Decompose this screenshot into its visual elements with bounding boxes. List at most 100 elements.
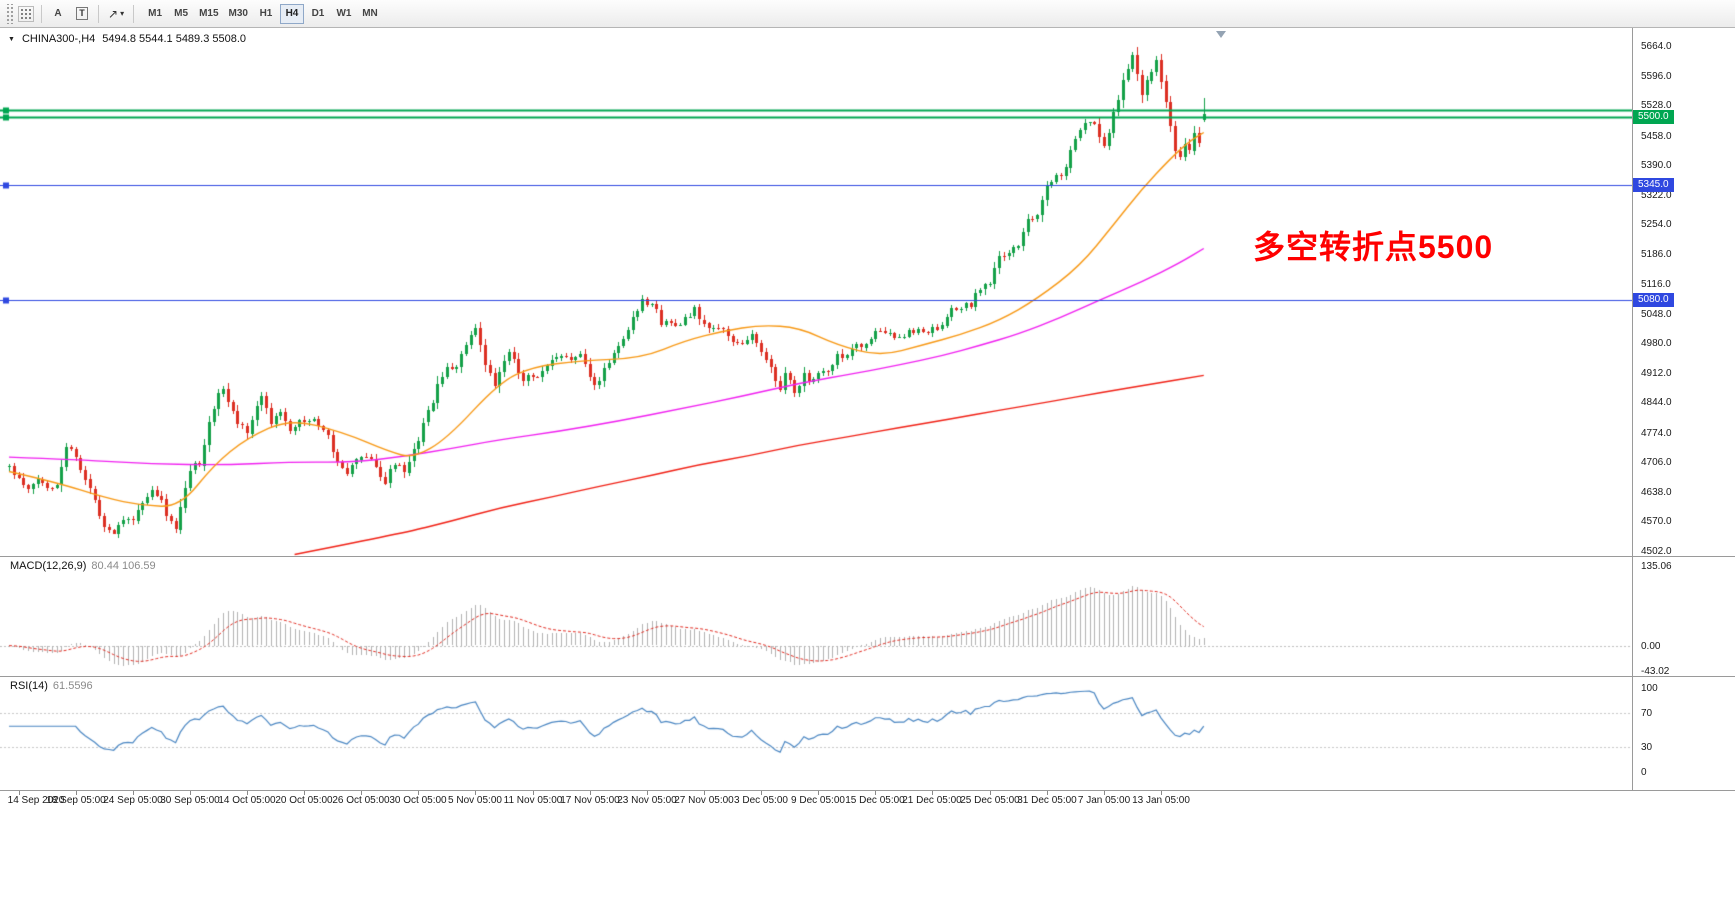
- price-axis-label: 4912.0: [1641, 368, 1672, 379]
- toolbar-separator: [98, 4, 99, 23]
- time-axis-tick: [1047, 791, 1048, 795]
- price-axis-label: 5186.0: [1641, 249, 1672, 260]
- rsi-axis-label: 70: [1641, 708, 1653, 719]
- time-axis-tick: [533, 791, 534, 795]
- time-axis-label: 30 Oct 05:00: [389, 795, 447, 806]
- rsi-panel-canvas[interactable]: [0, 677, 1632, 790]
- time-axis-tick: [247, 791, 248, 795]
- time-axis-label: 18 Sep 05:00: [46, 795, 106, 806]
- price-axis-label: 4502.0: [1641, 546, 1672, 557]
- time-axis-tick: [1161, 791, 1162, 795]
- time-axis-label: 21 Dec 05:00: [902, 795, 962, 806]
- price-axis-label: 5664.0: [1641, 41, 1672, 52]
- time-axis-tick: [1104, 791, 1105, 795]
- macd-axis-label: -43.02: [1641, 666, 1670, 677]
- time-axis-tick: [19, 791, 20, 795]
- time-axis-label: 20 Oct 05:00: [275, 795, 333, 806]
- panel-separator[interactable]: [0, 790, 1735, 791]
- time-axis-tick: [990, 791, 991, 795]
- drawing-tools-dropdown[interactable]: ↗ ▾: [104, 4, 128, 24]
- time-axis-tick: [647, 791, 648, 795]
- time-axis-label: 23 Nov 05:00: [617, 795, 677, 806]
- text-label-button[interactable]: A: [47, 4, 69, 24]
- price-axis-label: 5528.0: [1641, 100, 1672, 111]
- time-axis-label: 30 Sep 05:00: [160, 795, 220, 806]
- time-axis-label: 13 Jan 05:00: [1132, 795, 1190, 806]
- timeframe-button-h4[interactable]: H4: [279, 3, 304, 24]
- toolbar-separator: [133, 4, 135, 23]
- price-axis-label: 4980.0: [1641, 338, 1672, 349]
- rsi-axis-label: 0: [1641, 767, 1647, 778]
- panel-separator[interactable]: [0, 556, 1735, 557]
- macd-values: 80.44 106.59: [91, 560, 156, 572]
- price-axis-label: 4638.0: [1641, 487, 1672, 498]
- price-axis-label: 4570.0: [1641, 516, 1672, 527]
- text-tool-button[interactable]: T: [71, 4, 93, 24]
- price-axis-label: 5390.0: [1641, 160, 1672, 171]
- time-axis-tick: [704, 791, 705, 795]
- macd-axis[interactable]: 135.06 0.00 -43.02: [1632, 557, 1735, 677]
- timeframe-button-m1[interactable]: M1: [143, 4, 167, 24]
- timeframe-button-m15[interactable]: M15: [195, 4, 222, 24]
- time-axis[interactable]: 14 Sep 2020 18 Sep 05:00 24 Sep 05:00 30 Se…: [0, 791, 1632, 811]
- text-tool-icon: T: [76, 7, 88, 20]
- time-axis-label: 5 Nov 05:00: [448, 795, 502, 806]
- rsi-value: 61.5596: [52, 680, 93, 692]
- symbol-period: CHINA300-,H4: [21, 33, 96, 45]
- price-axis-label: 4706.0: [1641, 457, 1672, 468]
- rsi-axis-label: 100: [1641, 683, 1658, 694]
- time-axis-tick: [475, 791, 476, 795]
- time-axis-tick: [418, 791, 419, 795]
- price-chart-canvas[interactable]: [0, 28, 1632, 556]
- price-tag-5345[interactable]: 5345.0: [1633, 178, 1674, 192]
- panel-separator[interactable]: [0, 676, 1735, 677]
- timeframe-group: M1 M5 M15 M30 H1 H4 D1 W1 MN: [142, 3, 383, 24]
- timeframe-button-mn[interactable]: MN: [358, 4, 382, 24]
- annotation-text[interactable]: 多空转折点5500: [1253, 229, 1494, 265]
- rsi-label: RSI(14) 61.5596: [10, 680, 93, 692]
- time-axis-label: 26 Oct 05:00: [332, 795, 390, 806]
- rsi-axis[interactable]: 100 70 30 0: [1632, 677, 1735, 790]
- price-axis-label: 5596.0: [1641, 71, 1672, 82]
- time-axis-tick: [133, 791, 134, 795]
- time-axis-label: 31 Dec 05:00: [1017, 795, 1077, 806]
- price-tag-5500[interactable]: 5500.0: [1633, 110, 1674, 124]
- time-axis-tick: [932, 791, 933, 795]
- macd-label: MACD(12,26,9) 80.44 106.59: [10, 560, 156, 572]
- toolbar-separator: [41, 4, 42, 23]
- time-axis-tick: [590, 791, 591, 795]
- price-axis-label: 5458.0: [1641, 131, 1672, 142]
- toolbar-grip[interactable]: [5, 3, 13, 24]
- timeframe-button-h1[interactable]: H1: [254, 4, 278, 24]
- price-axis-label: 4844.0: [1641, 397, 1672, 408]
- price-axis-separator[interactable]: [1632, 28, 1633, 790]
- time-axis-tick: [304, 791, 305, 795]
- timeframe-button-d1[interactable]: D1: [306, 4, 330, 24]
- price-tag-5080[interactable]: 5080.0: [1633, 293, 1674, 307]
- time-axis-label: 14 Oct 05:00: [218, 795, 276, 806]
- time-axis-tick: [875, 791, 876, 795]
- timeframe-button-m5[interactable]: M5: [169, 4, 193, 24]
- time-axis-label: 24 Sep 05:00: [103, 795, 163, 806]
- time-axis-tick: [76, 791, 77, 795]
- macd-panel-canvas[interactable]: [0, 557, 1632, 676]
- price-axis[interactable]: 5664.0 5596.0 5528.0 5458.0 5390.0 5322.0 5254…: [1632, 28, 1735, 557]
- time-axis-label: 27 Nov 05:00: [674, 795, 734, 806]
- time-axis-label: 9 Dec 05:00: [791, 795, 845, 806]
- price-axis-label: 4774.0: [1641, 428, 1672, 439]
- price-axis-label: 5048.0: [1641, 309, 1672, 320]
- symbol-dropdown-icon[interactable]: ▼: [8, 35, 15, 43]
- timeframe-button-m30[interactable]: M30: [225, 4, 252, 24]
- toolbar: A T ↗ ▾ M1 M5 M15 M30 H1 H4 D1 W1 MN: [0, 0, 1735, 28]
- price-tags: 5500.0 5345.0 5080.0: [1632, 28, 1735, 556]
- time-axis-label: 17 Nov 05:00: [560, 795, 620, 806]
- rsi-axis-label: 30: [1641, 742, 1653, 753]
- grid-icon[interactable]: [18, 5, 34, 22]
- chart-shift-marker[interactable]: [1216, 31, 1226, 38]
- macd-axis-label: 0.00: [1641, 641, 1661, 652]
- time-axis-label: 7 Jan 05:00: [1077, 795, 1131, 806]
- timeframe-button-w1[interactable]: W1: [332, 4, 356, 24]
- chevron-down-icon: ▾: [120, 9, 125, 18]
- time-axis-label: 14 Sep 2020: [7, 795, 65, 806]
